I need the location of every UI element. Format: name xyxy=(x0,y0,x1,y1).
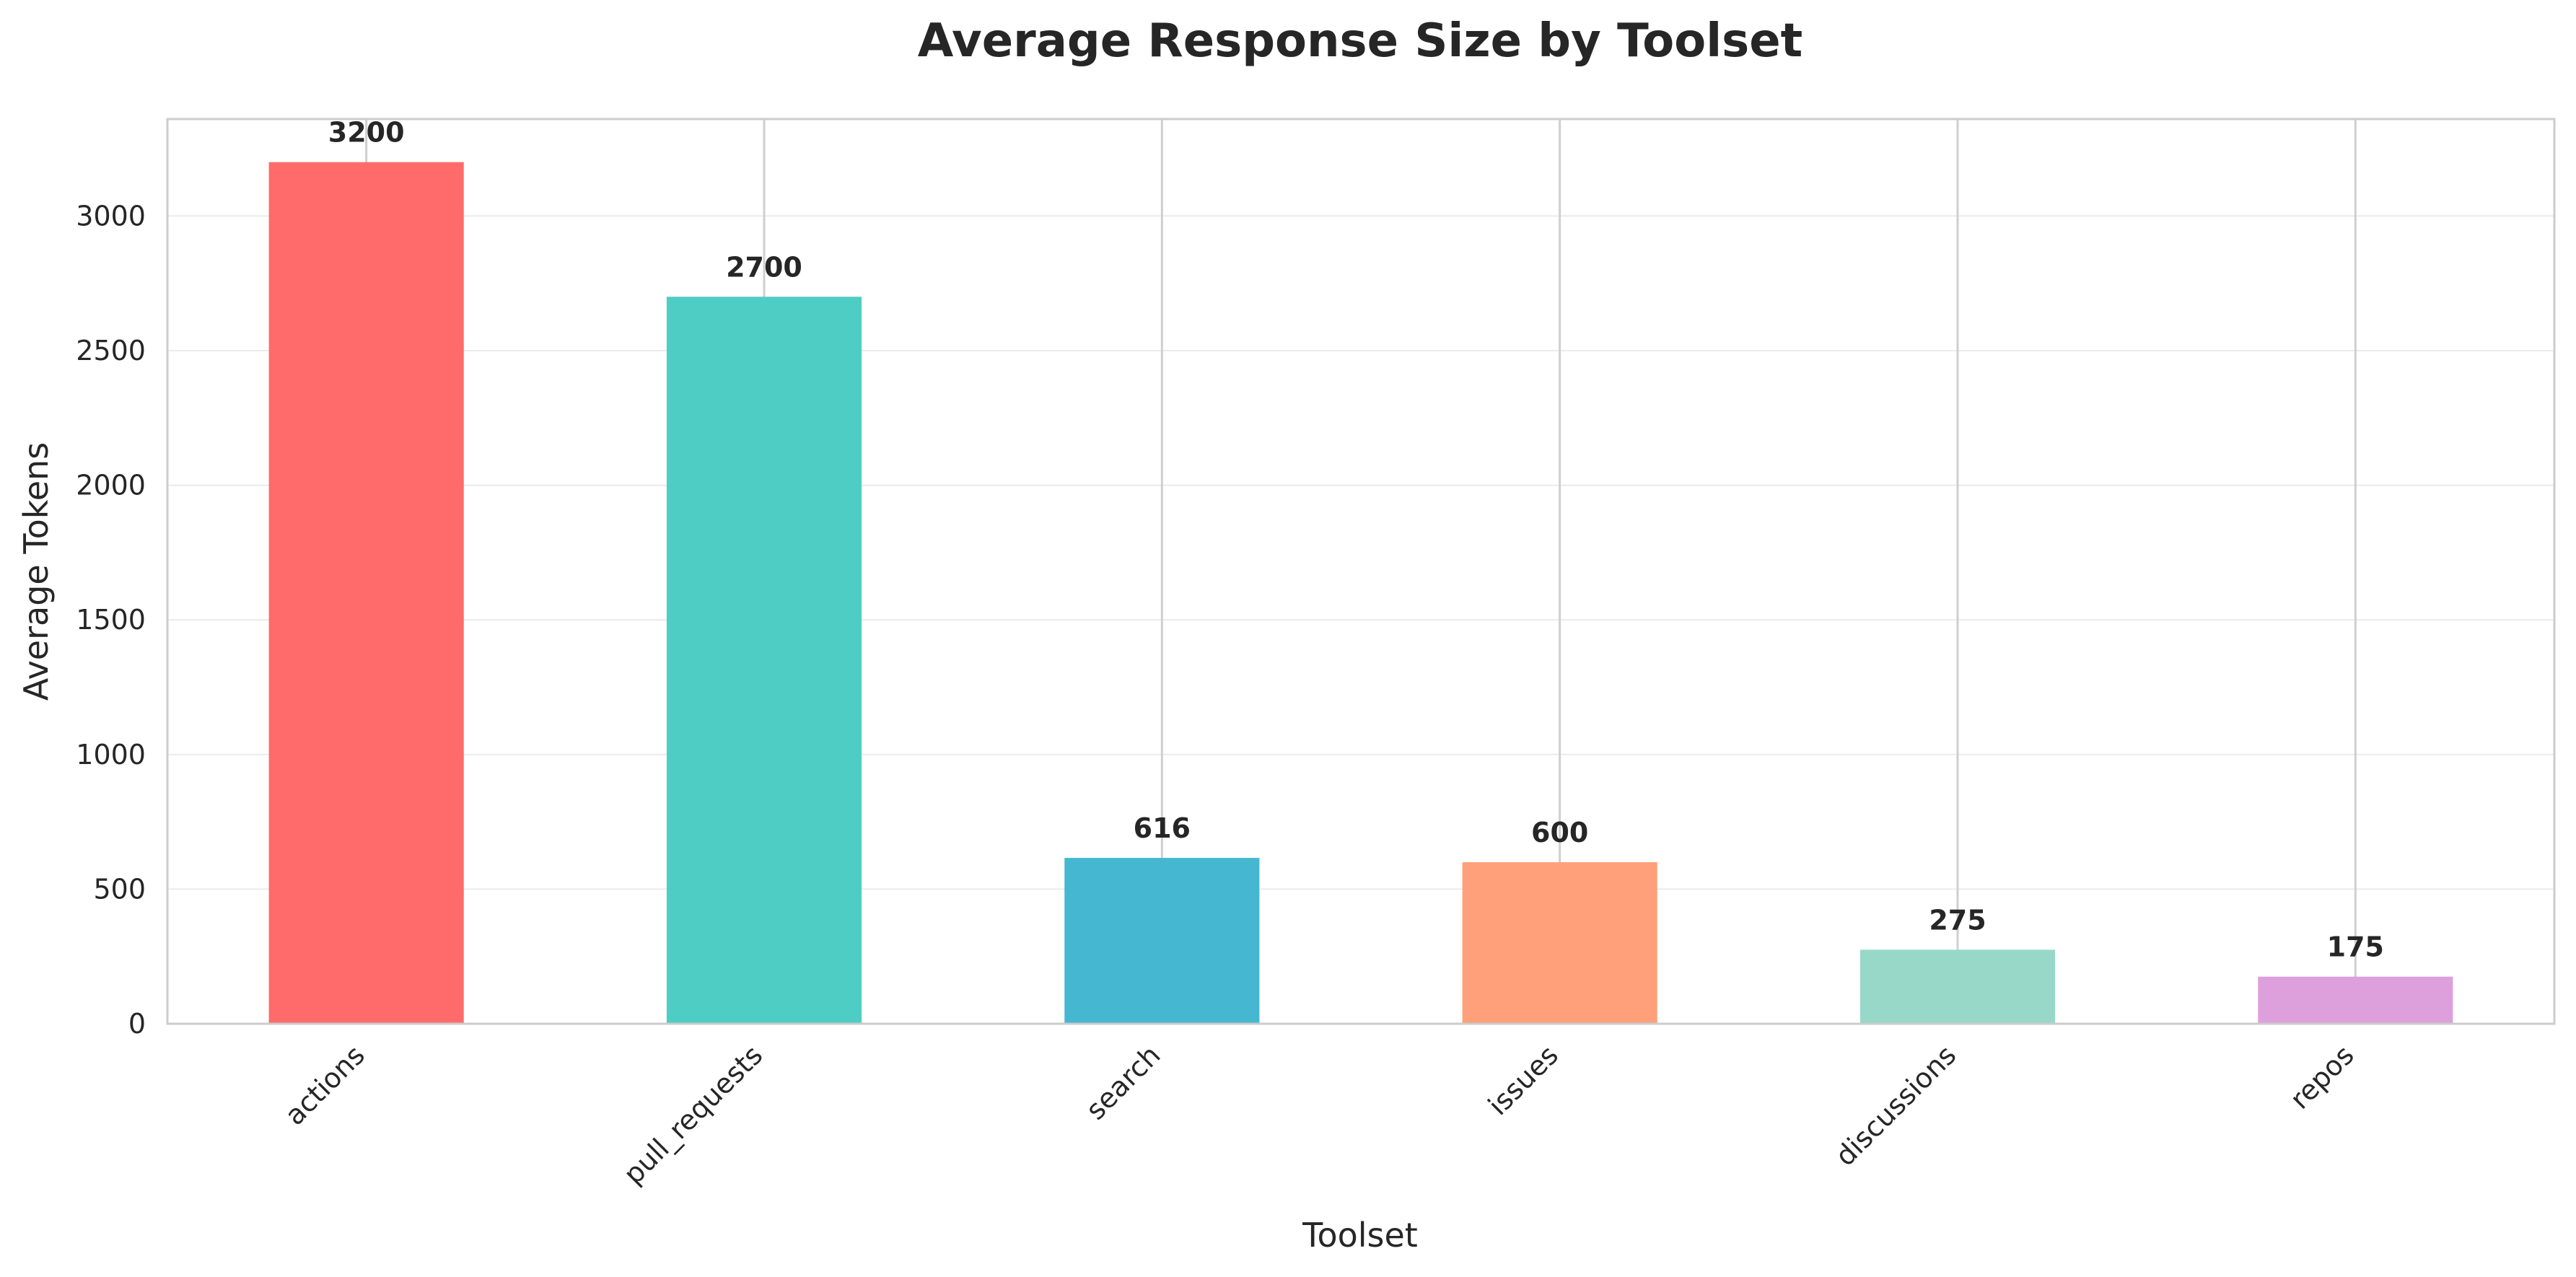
data-label: 2700 xyxy=(726,251,802,283)
y-tick-label: 1000 xyxy=(76,739,146,771)
y-axis-label: Average Tokens xyxy=(17,442,56,701)
y-tick-label: 1500 xyxy=(76,604,146,636)
data-label: 3200 xyxy=(328,117,405,149)
plot-frame xyxy=(166,118,2556,1025)
data-label: 175 xyxy=(2327,931,2384,963)
bars xyxy=(268,162,2453,1024)
y-tick-label: 2000 xyxy=(76,470,146,501)
y-axis-ticks: 0 500 1000 1500 2000 2500 3000 xyxy=(76,200,146,1040)
y-tick-label: 0 xyxy=(128,1008,146,1040)
bar-discussions xyxy=(1859,949,2056,1024)
y-tick-label: 500 xyxy=(93,873,146,905)
data-label: 275 xyxy=(1929,904,1986,936)
bar-pull-requests xyxy=(666,297,862,1024)
bar-issues xyxy=(1462,862,1657,1024)
chart-title: Average Response Size by Toolset xyxy=(918,14,1802,68)
x-axis-label: Toolset xyxy=(1302,1216,1418,1255)
data-label: 616 xyxy=(1134,812,1191,844)
y-tick-label: 3000 xyxy=(76,200,146,232)
bar-actions xyxy=(268,162,464,1024)
bar-repos xyxy=(2258,976,2453,1024)
bar-search xyxy=(1064,858,1260,1024)
data-labels: 3200 2700 616 600 275 175 xyxy=(328,117,2384,963)
y-tick-label: 2500 xyxy=(76,335,146,367)
data-label: 600 xyxy=(1531,817,1588,848)
